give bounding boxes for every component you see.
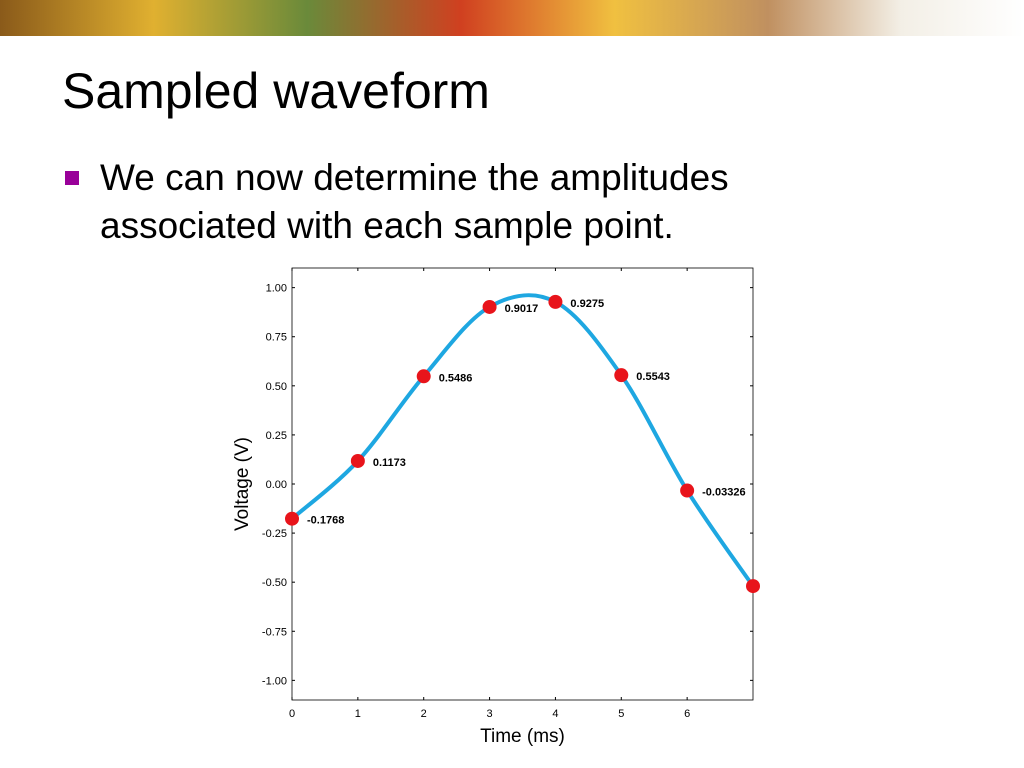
- bullet-text: associated with each sample point.: [100, 205, 674, 246]
- x-tick-label: 4: [552, 708, 558, 720]
- header-banner: [0, 0, 1024, 36]
- y-tick-label: 0.25: [266, 430, 287, 442]
- chart: -1.00 -0.75 -0.50 -0.25 0.00 0.25 0.50 0.75 1.00…: [232, 267, 760, 747]
- data-label: -0.03326: [702, 487, 745, 499]
- y-axis-label: Voltage (V): [232, 437, 253, 531]
- data-label: 0.1173: [373, 457, 406, 469]
- sample-point: [614, 368, 629, 383]
- y-tick-label: 0.50: [266, 381, 287, 393]
- x-axis-label: Time (ms): [480, 726, 565, 747]
- data-label: 0.5543: [636, 371, 670, 383]
- x-tick-label: 1: [355, 708, 361, 720]
- data-label: 0.5486: [439, 372, 473, 384]
- sample-point: [482, 299, 497, 314]
- data-label: -0.1768: [307, 515, 344, 527]
- y-tick-label: 1.00: [266, 283, 287, 295]
- data-label: 0.9017: [505, 303, 539, 315]
- sample-point: [548, 294, 563, 309]
- x-tick-label: 6: [684, 708, 690, 720]
- x-tick-label: 5: [618, 708, 624, 720]
- y-tick-label: -0.75: [262, 626, 287, 638]
- waveform-line: [290, 293, 755, 588]
- sample-point: [680, 483, 695, 498]
- sample-point: [746, 579, 760, 594]
- bullet-text: We can now determine the amplitudes: [100, 157, 729, 198]
- data-label: 0.9275: [570, 298, 604, 310]
- sample-point: [350, 453, 365, 468]
- y-tick-label: -1.00: [262, 675, 287, 687]
- x-tick-label: 2: [421, 708, 427, 720]
- x-tick-label: 0: [289, 708, 295, 720]
- slide-title: Sampled waveform: [62, 63, 490, 119]
- bullet-icon: [65, 171, 79, 185]
- sample-point: [285, 511, 299, 526]
- y-tick-label: 0.75: [266, 332, 287, 344]
- y-tick-label: -0.25: [262, 528, 287, 540]
- sample-point: [416, 369, 431, 384]
- y-tick-label: 0.00: [266, 479, 287, 491]
- y-tick-label: -0.50: [262, 577, 287, 589]
- x-tick-label: 3: [487, 708, 493, 720]
